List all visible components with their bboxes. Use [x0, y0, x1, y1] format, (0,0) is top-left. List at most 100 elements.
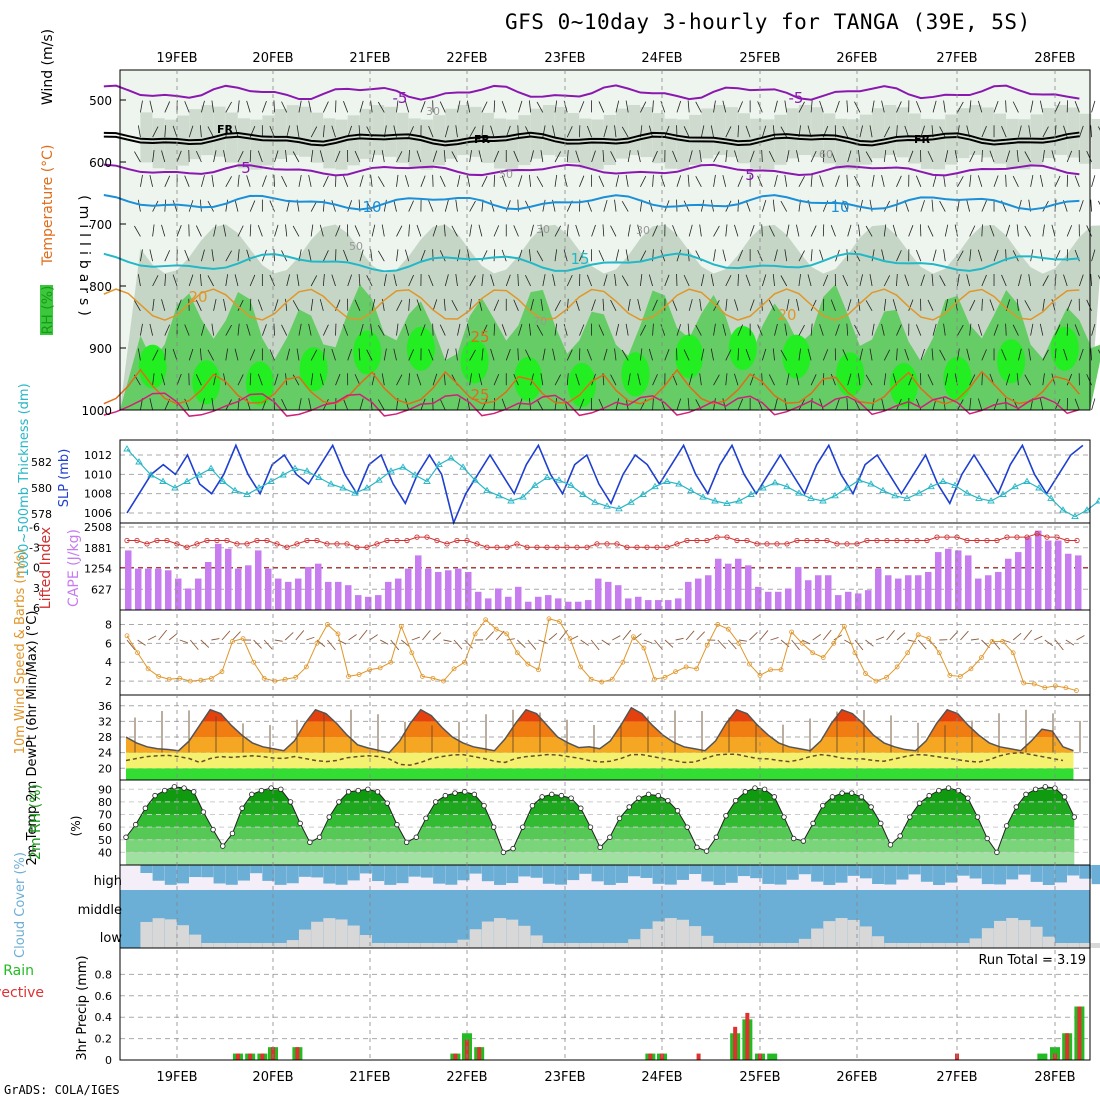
wind-barb	[525, 126, 531, 138]
temp-contour-30	[103, 392, 1080, 417]
rh-marker	[839, 790, 845, 796]
cloud-high-bar	[933, 865, 946, 885]
wind-barb	[768, 225, 775, 237]
wind-barb	[981, 224, 983, 237]
cape-bar	[465, 571, 472, 610]
wind-barb	[478, 224, 483, 237]
wind-barb	[161, 373, 166, 386]
wind-barb	[439, 324, 446, 336]
wind-speed-marker	[968, 666, 974, 672]
wind-barb	[835, 175, 840, 187]
cloud-low-bar	[506, 919, 519, 948]
wind-barb	[292, 300, 300, 311]
cloud-low-bar	[1042, 936, 1055, 948]
wind-barb	[859, 125, 863, 138]
wind-speed-marker	[282, 676, 288, 682]
cape-bar	[515, 586, 522, 610]
wind-barb	[920, 348, 925, 361]
wind-speed-marker	[219, 669, 225, 675]
cape-bar	[325, 581, 332, 610]
rh-marker	[374, 789, 381, 795]
cloud-low-bar	[1079, 943, 1092, 948]
wind-barb	[1042, 150, 1045, 163]
cloud-low-bar	[372, 943, 385, 948]
slp-tick-label: 1008	[84, 488, 112, 501]
thickness-marker	[519, 493, 527, 500]
precip-ylabel: 3hr Precip (mm)	[75, 955, 90, 1060]
thickness-marker	[315, 473, 323, 481]
cape-bar	[595, 578, 602, 610]
thickness-marker	[747, 490, 755, 497]
wind-barb	[796, 150, 800, 163]
rh-marker	[191, 789, 197, 795]
wind-barb	[695, 101, 702, 113]
date-label-top: 19FEB	[156, 51, 197, 66]
rh-marker	[781, 814, 787, 820]
li-marker	[404, 537, 410, 544]
wind-barb	[1001, 125, 1007, 138]
wind-barb	[184, 249, 190, 262]
wind-barb	[664, 349, 670, 361]
thickness-marker	[459, 463, 467, 470]
wind-barb	[466, 323, 471, 336]
date-label-top: 27FEB	[936, 51, 977, 66]
rh-mid-region	[664, 118, 677, 169]
rh-marker	[636, 795, 642, 801]
rh-mid-region	[762, 119, 775, 170]
wind-barb	[627, 150, 631, 163]
cape-bar	[285, 581, 292, 610]
wind-speed-marker	[609, 676, 615, 682]
wind-barb	[566, 349, 573, 361]
cape-bar	[1045, 540, 1052, 610]
cloud-high-bar	[152, 865, 165, 881]
li-marker	[1044, 534, 1050, 540]
wind-barb	[249, 274, 256, 287]
rh-mid-region	[567, 113, 580, 164]
wind-barb	[621, 349, 629, 361]
wind-barb	[213, 150, 217, 163]
wind-barb	[1042, 349, 1049, 361]
wind-speed-marker	[187, 678, 193, 684]
cloud-high-bar	[628, 865, 641, 877]
cloud-low-bar	[884, 943, 897, 948]
wind-barb	[396, 225, 403, 237]
wind-barb	[710, 125, 714, 138]
wind-barb	[396, 299, 403, 311]
wind-barb	[530, 150, 534, 163]
wind-barb	[725, 275, 732, 287]
wind-barb	[359, 175, 364, 187]
wind-speed-marker	[536, 667, 541, 673]
wind-barb-10m	[749, 631, 758, 641]
contour-label: 60	[819, 148, 833, 161]
wind-barb	[1086, 374, 1092, 386]
wind-speed-marker	[335, 631, 341, 637]
wind-barb	[566, 274, 573, 287]
cape-bar	[995, 571, 1002, 610]
wind-barb	[310, 150, 314, 163]
cloud-low-bar	[957, 943, 970, 948]
wind-barb	[164, 125, 167, 138]
wind-barb	[140, 100, 143, 113]
cloud-low-bar	[518, 925, 531, 948]
wind-speed-marker	[1031, 681, 1037, 687]
cape-bar	[965, 555, 972, 610]
thickness-marker	[207, 464, 215, 471]
li-marker	[854, 541, 860, 547]
cloud-low-bar	[616, 943, 628, 948]
wind-barb	[201, 398, 205, 411]
wind-barb-10m	[791, 639, 800, 651]
cloud-low-bar	[859, 926, 872, 948]
wind-barb	[575, 299, 580, 311]
contour-label: 5	[241, 159, 251, 177]
thickness-marker	[1047, 494, 1055, 501]
wind-barb	[134, 151, 141, 163]
wind-barb	[1091, 100, 1096, 113]
wind-barb	[871, 323, 875, 336]
cape-bar	[735, 558, 742, 610]
wind-barb-10m	[759, 630, 769, 641]
wind-barb	[184, 324, 190, 336]
wind-barb	[842, 200, 849, 212]
wind-speed-marker	[251, 659, 256, 665]
precip-tick-label: 0.4	[95, 1011, 113, 1024]
wind-barb	[1079, 274, 1084, 287]
